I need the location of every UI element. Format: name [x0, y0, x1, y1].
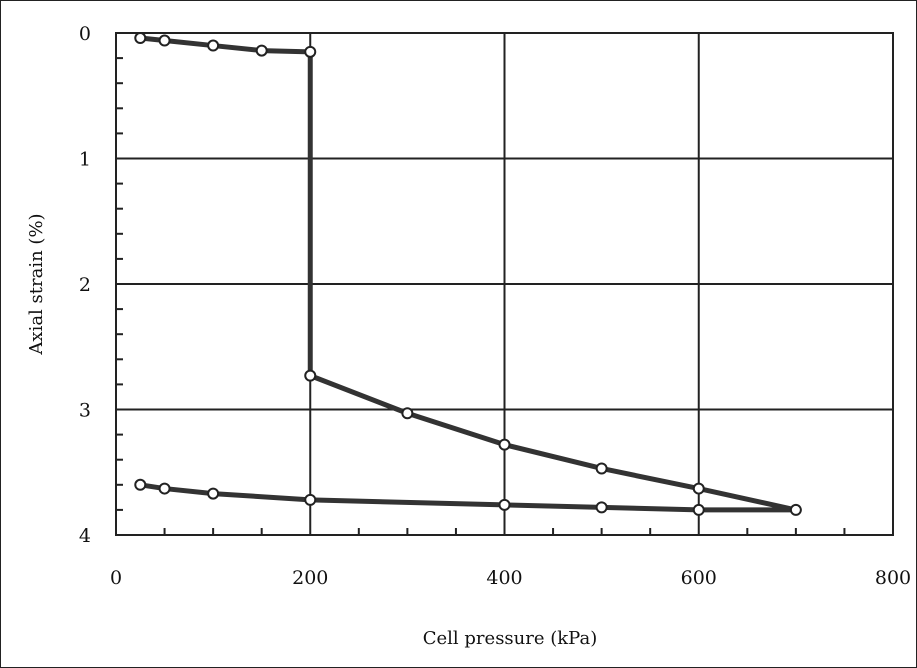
x-tick-label: 600 — [681, 567, 717, 589]
markers — [134, 32, 802, 516]
data-point — [255, 44, 268, 57]
y-tick-label: 3 — [79, 400, 91, 422]
data-point — [789, 503, 802, 516]
y-tick-label: 0 — [79, 23, 91, 45]
x-tick-labels: 0 200 400 600 800 — [110, 567, 911, 589]
data-point — [158, 34, 171, 47]
x-tick-label: 200 — [292, 567, 328, 589]
x-tick-label: 0 — [110, 567, 122, 589]
grid — [116, 33, 893, 535]
data-point — [207, 487, 220, 500]
series-lines — [137, 35, 799, 513]
data-point — [401, 407, 414, 420]
x-tick-label: 800 — [875, 567, 911, 589]
data-point — [134, 478, 147, 491]
y-axis-title: Axial strain (%) — [26, 213, 47, 355]
y-tick-label: 2 — [79, 274, 91, 296]
x-tick-label: 400 — [486, 567, 522, 589]
data-point — [158, 482, 171, 495]
plot-area — [115, 32, 894, 536]
y-tick-label: 4 — [79, 525, 91, 547]
x-axis-title: Cell pressure (kPa) — [423, 628, 597, 649]
minor-ticks — [116, 57, 846, 535]
data-point — [304, 493, 317, 506]
y-tick-label: 1 — [79, 149, 91, 171]
data-point — [692, 503, 705, 516]
data-point — [692, 482, 705, 495]
data-point — [304, 369, 317, 382]
data-point — [134, 32, 147, 45]
data-point — [498, 498, 511, 511]
series-line — [137, 35, 799, 513]
data-point — [498, 438, 511, 451]
y-tick-labels: 0 1 2 3 4 — [79, 23, 91, 547]
data-point — [595, 501, 608, 514]
data-point — [304, 45, 317, 58]
data-point — [207, 39, 220, 52]
data-point — [595, 462, 608, 475]
